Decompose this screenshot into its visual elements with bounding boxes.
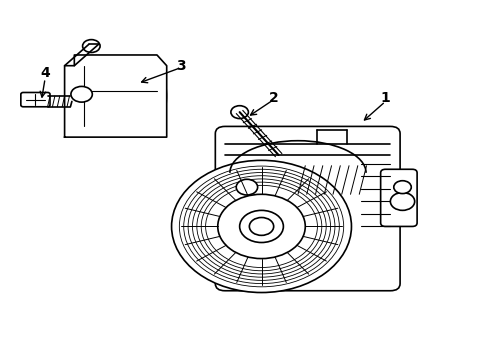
Text: 3: 3	[176, 59, 186, 73]
Circle shape	[393, 181, 410, 194]
Circle shape	[82, 40, 100, 53]
Circle shape	[217, 194, 305, 258]
Circle shape	[249, 217, 273, 235]
FancyBboxPatch shape	[215, 126, 399, 291]
Text: 2: 2	[268, 91, 278, 105]
FancyBboxPatch shape	[380, 169, 416, 226]
Circle shape	[171, 160, 351, 293]
Text: 1: 1	[380, 91, 389, 105]
Circle shape	[230, 106, 248, 118]
Circle shape	[239, 210, 283, 243]
Text: 4: 4	[40, 66, 50, 80]
Polygon shape	[64, 55, 166, 137]
Circle shape	[71, 86, 92, 102]
FancyBboxPatch shape	[21, 93, 50, 107]
Circle shape	[236, 179, 257, 195]
Circle shape	[389, 193, 414, 210]
